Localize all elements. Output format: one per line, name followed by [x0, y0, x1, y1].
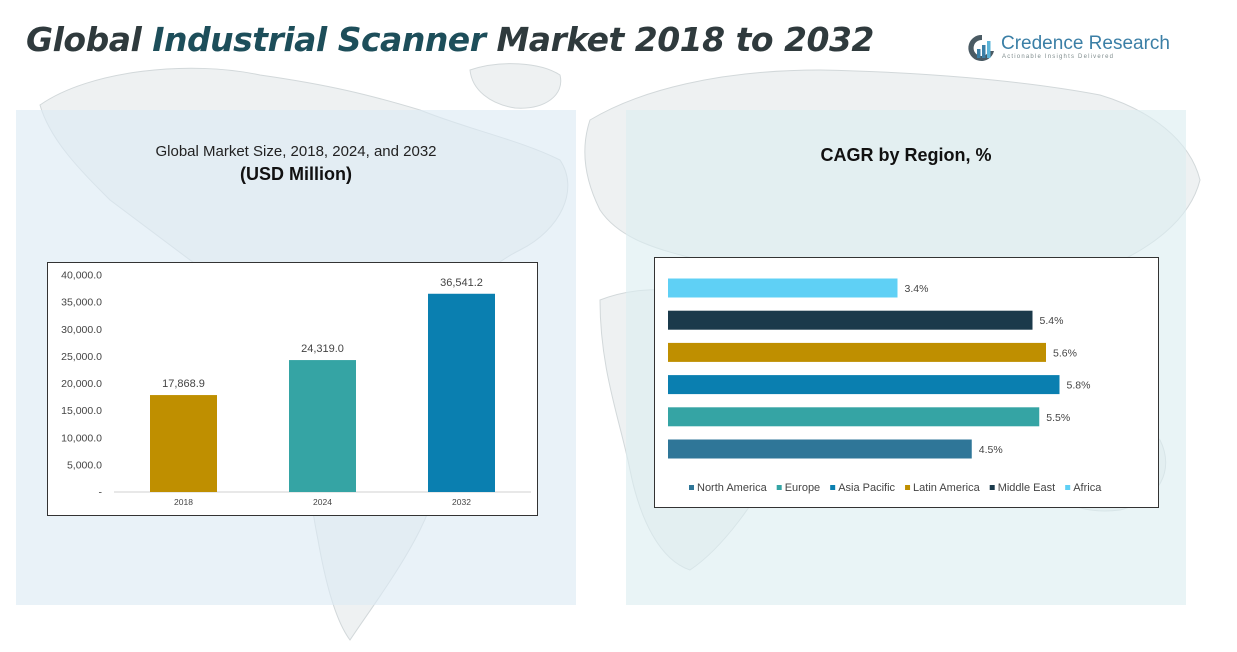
y-tick-label: 35,000.0 [61, 297, 102, 309]
legend-label: North America [697, 482, 768, 494]
bar-2032 [428, 293, 495, 492]
brand-logo: Credence Research Actionable Insights De… [965, 30, 1170, 66]
y-tick-label: 25,000.0 [61, 351, 102, 363]
y-tick-label: 10,000.0 [61, 432, 102, 444]
title-accent: Industrial Scanner [152, 20, 486, 59]
y-tick-label: 30,000.0 [61, 324, 102, 336]
x-tick-label: 2024 [313, 497, 332, 507]
bar-value-label: 5.6% [1053, 347, 1077, 359]
bar-middle-east [668, 310, 1033, 330]
bar-north-america [668, 439, 972, 459]
bar-africa [668, 278, 898, 298]
x-tick-label: 2032 [452, 497, 471, 507]
legend-swatch [689, 485, 694, 490]
y-tick-label: 5,000.0 [67, 459, 102, 471]
cagr-chart: 3.4% 5.4% 5.6% 5.8% 5.5% 4.5% North America Eur… [654, 257, 1159, 508]
bar-value-label: 5.4% [1040, 315, 1064, 327]
title-prefix: Global [26, 20, 153, 59]
cagr-chart-svg: 3.4% 5.4% 5.6% 5.8% 5.5% 4.5% North America Eur… [668, 278, 1102, 494]
bar-asia-pacific [668, 375, 1060, 395]
bar-value-label: 24,319.0 [301, 343, 344, 355]
title-suffix: Market 2018 to 2032 [485, 20, 874, 59]
bar-value-label: 3.4% [905, 283, 929, 295]
y-tick-label: 15,000.0 [61, 405, 102, 417]
cagr-title: CAGR by Region, % [820, 145, 992, 165]
logo-tagline: Actionable Insights Delivered [1002, 54, 1115, 60]
legend-label: Latin America [913, 482, 981, 494]
bar-value-label: 5.8% [1067, 380, 1091, 392]
bar-value-label: 36,541.2 [440, 277, 483, 289]
y-tick-label: 40,000.0 [61, 270, 102, 282]
legend-swatch [830, 485, 836, 490]
y-tick-label: - [99, 487, 103, 499]
legend-label: Middle East [998, 482, 1055, 494]
bar-latin-america [668, 342, 1046, 362]
legend-label: Asia Pacific [838, 482, 895, 494]
legend-swatch [776, 485, 782, 490]
legend-label: Europe [785, 482, 820, 494]
market-size-unit: (USD Million) [240, 164, 352, 184]
credence-logo-icon [968, 34, 994, 61]
bar-value-label: 4.5% [979, 444, 1003, 456]
bar-europe [668, 407, 1040, 427]
logo-name: Credence Research [1001, 33, 1170, 54]
x-tick-label: 2018 [174, 497, 193, 507]
legend-swatch [905, 485, 911, 490]
legend-swatch [1065, 485, 1071, 490]
bar-value-label: 17,868.9 [162, 378, 205, 390]
legend-swatch [989, 485, 995, 490]
bar-value-label: 5.5% [1046, 412, 1070, 424]
market-size-chart-svg: - 5,000.0 10,000.0 15,000.0 20,000.0 25,000.0… [61, 270, 531, 507]
y-tick-label: 20,000.0 [61, 378, 102, 390]
bar-2024 [289, 360, 356, 492]
page-title: Global Industrial Scanner Market 2018 to… [26, 20, 874, 59]
market-size-subtitle: Global Market Size, 2018, 2024, and 2032 [155, 143, 437, 160]
market-size-chart: - 5,000.0 10,000.0 15,000.0 20,000.0 25,000.0… [47, 262, 538, 516]
legend-label: Africa [1073, 482, 1102, 494]
bar-2018 [150, 395, 217, 492]
